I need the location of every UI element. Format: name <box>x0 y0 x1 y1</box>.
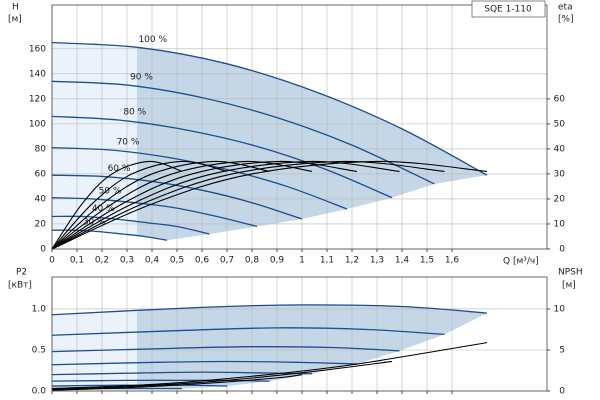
y2-tick-label: 30 <box>554 169 566 179</box>
y2-tick-label: 50 <box>554 119 566 129</box>
x-axis-label: Q [м³/ч] <box>503 257 539 267</box>
chart-title: SQE 1-110 <box>484 5 532 15</box>
y2-tick-label: 20 <box>554 194 566 204</box>
curve <box>51 80 435 185</box>
y-tick-label: 20 <box>35 219 47 229</box>
y-tick-label: 160 <box>29 44 46 54</box>
x-tick-label: 0,7 <box>220 256 234 266</box>
curve <box>51 327 445 336</box>
title-box <box>471 0 546 18</box>
y2-tick-label: 10 <box>554 304 566 314</box>
curve-label: 80 % <box>123 108 146 118</box>
y-tick-label: 100 <box>29 119 46 129</box>
secondary-curve <box>51 160 445 250</box>
secondary-curve <box>51 160 358 250</box>
secondary-curve <box>51 160 183 250</box>
curve <box>51 346 400 353</box>
x-tick-label: 0 <box>49 256 55 266</box>
x-tick-label: 0,1 <box>70 256 84 266</box>
x-tick-label: 1,4 <box>395 256 410 266</box>
y-tick-label: 140 <box>29 69 46 79</box>
y-tick-label: 120 <box>29 94 46 104</box>
curve <box>51 115 393 199</box>
y-axis-unit: [м] <box>8 15 22 25</box>
curve <box>51 360 358 366</box>
y-axis-unit: [кВт] <box>8 281 32 291</box>
y2-axis-unit: [%] <box>558 15 574 25</box>
curve-label: 60 % <box>108 164 131 174</box>
y2-tick-label: 40 <box>554 144 566 154</box>
x-tick-label: 1,1 <box>320 256 334 266</box>
curve-label: 70 % <box>117 138 140 148</box>
x-tick-label: 1,6 <box>445 256 460 266</box>
curve-label: 40 % <box>92 204 115 214</box>
range-area-dark <box>137 47 487 241</box>
curve <box>51 174 303 220</box>
y-tick-label: 40 <box>35 194 47 204</box>
curve-label: 50 % <box>99 186 122 196</box>
x-tick-label: 0,8 <box>245 256 260 266</box>
plot-frame <box>51 4 548 250</box>
x-tick-label: 1,3 <box>370 256 384 266</box>
x-tick-label: 0,3 <box>120 256 134 266</box>
x-tick-label: 0,5 <box>170 256 184 266</box>
curve-label: 100 % <box>138 35 167 45</box>
curve-label: 90 % <box>130 73 153 83</box>
y2-axis-unit: [м] <box>562 281 576 291</box>
y2-tick-label: 0 <box>559 387 565 397</box>
y-tick-label: 1.0 <box>32 304 47 314</box>
secondary-curve <box>51 360 393 390</box>
curve <box>51 215 210 235</box>
x-tick-label: 1,2 <box>345 256 359 266</box>
curve <box>51 304 488 316</box>
curve <box>51 371 313 376</box>
y2-axis-label: NPSH <box>558 268 583 278</box>
x-tick-label: 0,9 <box>270 256 285 266</box>
secondary-curve <box>51 374 303 391</box>
y2-tick-label: 10 <box>554 219 566 229</box>
x-tick-label: 0,4 <box>145 256 160 266</box>
curve <box>51 197 258 228</box>
secondary-curve <box>51 160 488 250</box>
y-tick-label: 0.0 <box>32 387 47 397</box>
x-tick-label: 1 <box>299 256 305 266</box>
secondary-curve <box>51 160 270 250</box>
curve-label: 30 % <box>83 218 106 228</box>
curve <box>51 41 488 176</box>
y-tick-label: 80 <box>35 144 47 154</box>
y-tick-label: 60 <box>35 169 47 179</box>
secondary-curve <box>51 160 400 250</box>
secondary-curve <box>51 160 313 250</box>
y-axis-label: P2 <box>16 268 27 278</box>
y2-tick-label: 0 <box>559 245 565 255</box>
y2-axis-label: eta <box>558 3 573 13</box>
secondary-curve <box>51 342 488 390</box>
x-tick-label: 1,5 <box>420 256 434 266</box>
x-tick-label: 0,6 <box>195 256 210 266</box>
y2-tick-label: 5 <box>559 345 565 355</box>
secondary-curve <box>51 160 228 250</box>
y-tick-label: 0.5 <box>32 345 46 355</box>
y2-tick-label: 60 <box>554 94 566 104</box>
plot-frame <box>51 276 548 392</box>
x-tick-label: 0,2 <box>95 256 109 266</box>
y-tick-label: 0 <box>40 245 46 255</box>
y-axis-label: H <box>12 3 19 13</box>
